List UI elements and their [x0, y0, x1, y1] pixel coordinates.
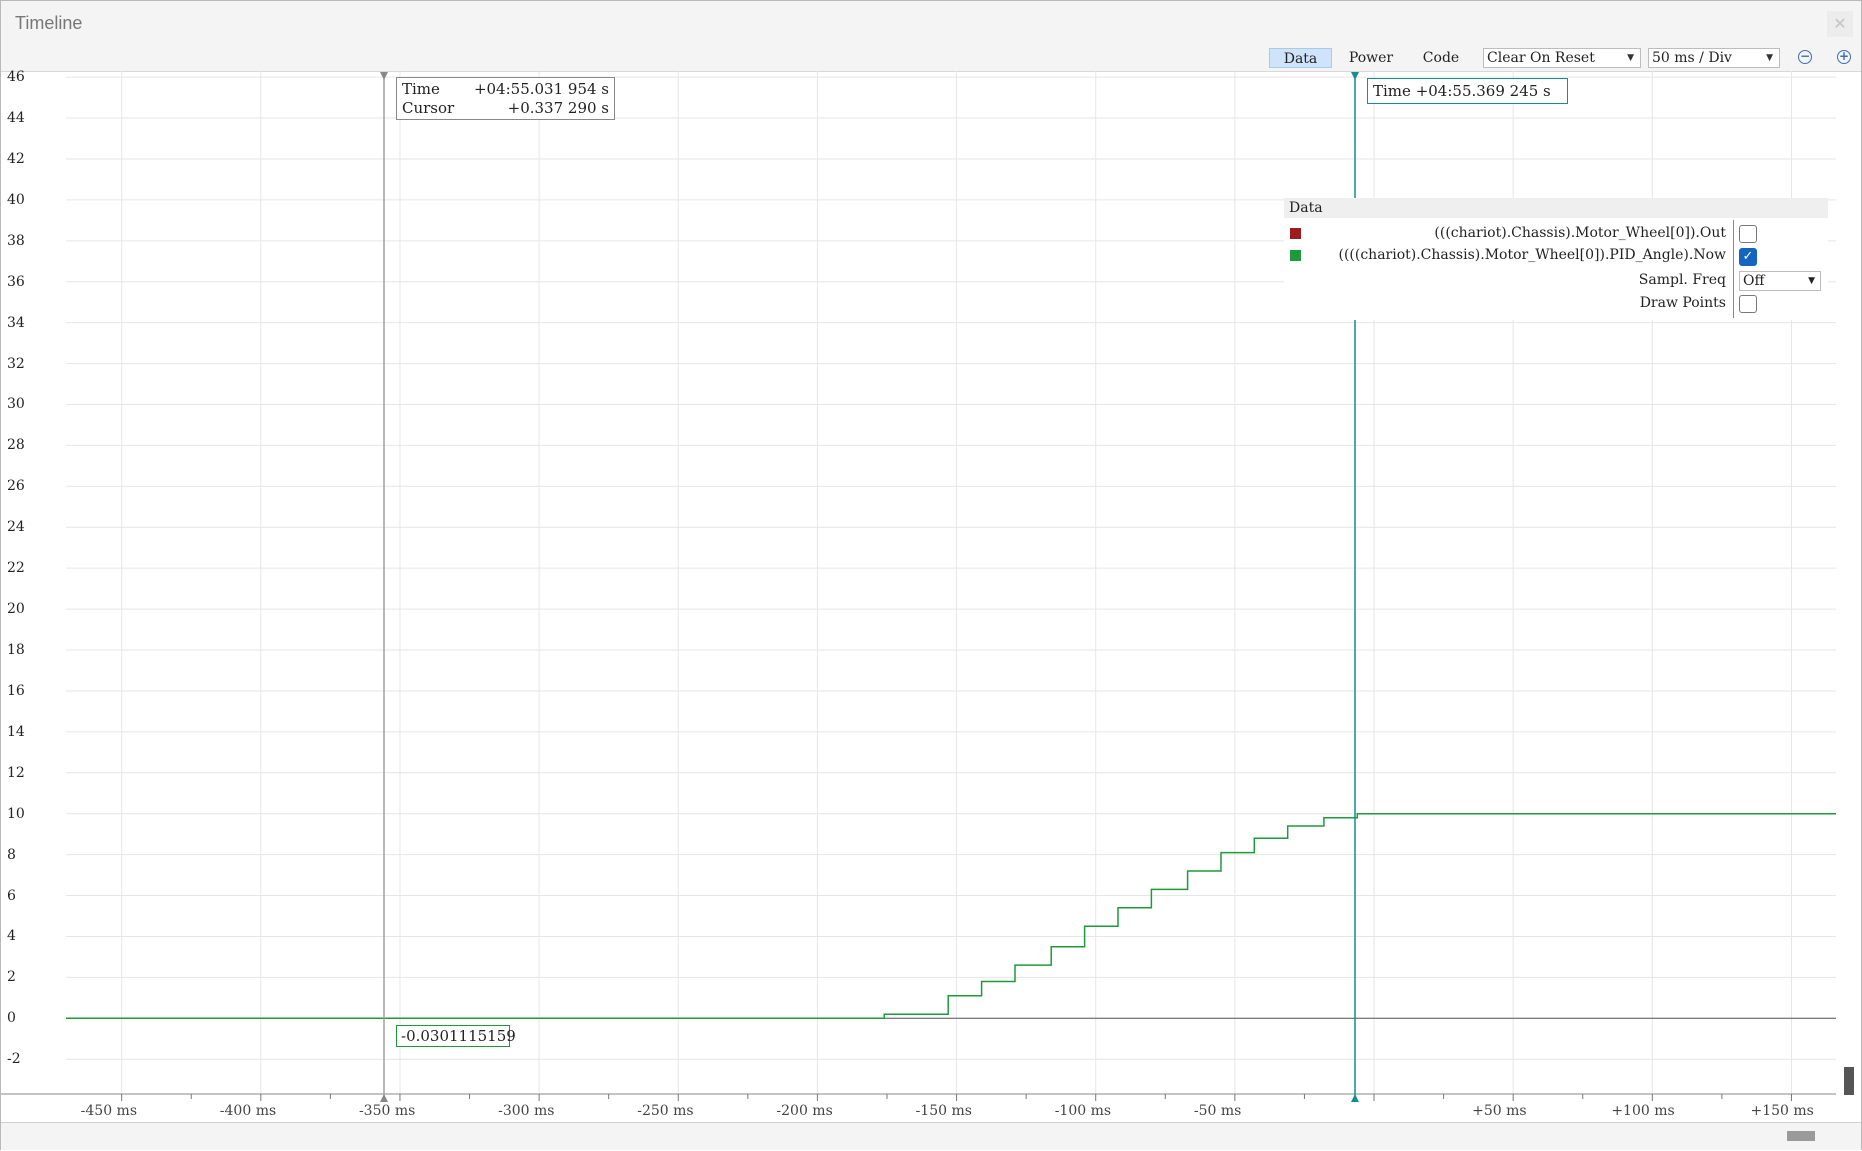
y-tick-label: 46	[7, 69, 25, 86]
y-tick-label: 4	[7, 928, 16, 945]
x-tick-label: +150 ms	[1750, 1103, 1814, 1119]
draw-points-label: Draw Points	[1639, 295, 1726, 311]
y-tick-label: 40	[7, 191, 25, 208]
vertical-scroll-thumb[interactable]	[1844, 1067, 1854, 1095]
close-icon: ✕	[1833, 14, 1847, 33]
y-tick-label: 44	[7, 110, 25, 127]
y-tick-label: 22	[7, 560, 25, 577]
x-tick-label: +50 ms	[1472, 1103, 1527, 1119]
y-tick-label: 38	[7, 232, 25, 249]
y-tick-label: 20	[7, 601, 25, 618]
horizontal-scroll-thumb[interactable]	[1787, 1131, 1815, 1141]
reset-mode-value: Clear On Reset	[1487, 50, 1595, 66]
x-tick-label: -100 ms	[1054, 1103, 1112, 1119]
cursor-left-time-value: +04:55.031 954 s	[473, 80, 609, 98]
window-title: Timeline	[15, 13, 83, 33]
y-tick-label: 30	[7, 396, 25, 413]
y-tick-label: 10	[7, 805, 25, 822]
time-scale-select[interactable]: 50 ms / Div ▼	[1648, 48, 1780, 68]
tab-code[interactable]: Code	[1422, 50, 1460, 66]
cursor-left-top-handle[interactable]	[380, 72, 388, 80]
y-tick-label: 24	[7, 519, 25, 536]
legend-title: Data	[1284, 198, 1828, 218]
cursor-value-readout: -0.0301115159	[396, 1025, 516, 1047]
zoom-out-icon[interactable]: −	[1798, 49, 1812, 64]
y-tick-label: -2	[7, 1051, 21, 1068]
reset-mode-select[interactable]: Clear On Reset ▼	[1483, 48, 1641, 68]
series-pid-angle-line	[66, 812, 1836, 1020]
cursor-right-top-handle[interactable]	[1351, 72, 1359, 80]
y-tick-label: 14	[7, 723, 25, 740]
y-tick-label: 26	[7, 478, 25, 495]
x-tick-label: -350 ms	[358, 1103, 416, 1119]
cursor-right-time-label: Time	[1373, 82, 1411, 100]
chevron-down-icon: ▼	[1627, 53, 1634, 63]
x-tick-label: -250 ms	[637, 1103, 694, 1119]
cursor-right-info: Time +04:55.369 245 s	[1367, 78, 1568, 104]
chevron-down-icon: ▼	[1808, 276, 1815, 286]
y-tick-label: 12	[7, 764, 25, 781]
draw-points-checkbox[interactable]	[1739, 295, 1757, 313]
sampl-freq-select[interactable]: Off ▼	[1739, 271, 1821, 291]
sampl-freq-label: Sampl. Freq	[1638, 272, 1726, 288]
y-tick-label: 16	[7, 682, 25, 699]
cursor-left-delta-value: +0.337 290 s	[507, 99, 609, 117]
data-legend: Data (((chariot).Chassis).Motor_Wheel[0]…	[1284, 198, 1828, 320]
cursor-right-bottom-handle[interactable]	[1351, 1094, 1359, 1102]
y-tick-label: 8	[7, 846, 16, 863]
x-tick-label: -300 ms	[498, 1103, 555, 1119]
toolbar: Data Power Code Clear On Reset ▼ 50 ms /…	[1, 45, 1861, 72]
series-out-checkbox[interactable]	[1739, 225, 1757, 243]
x-tick-label: -200 ms	[776, 1103, 833, 1119]
horizontal-scrollbar[interactable]	[1, 1122, 1861, 1150]
legend-divider	[1733, 220, 1734, 318]
x-tick-label: -400 ms	[219, 1103, 277, 1119]
cursor-left-bottom-handle[interactable]	[380, 1094, 388, 1102]
cursor-left-info: Time +04:55.031 954 s Cursor +0.337 290 …	[396, 77, 615, 120]
y-tick-label: 6	[7, 887, 16, 904]
x-tick-label: -50 ms	[1193, 1103, 1242, 1119]
series-pid-angle-swatch	[1290, 250, 1301, 261]
tab-data[interactable]: Data	[1269, 48, 1332, 68]
y-tick-label: 28	[7, 437, 25, 454]
x-tick-label: +100 ms	[1611, 1103, 1675, 1119]
y-tick-label: 34	[7, 314, 25, 331]
sampl-freq-value: Off	[1743, 273, 1765, 289]
series-pid-angle-checkbox[interactable]: ✓	[1739, 248, 1757, 266]
x-tick-label: -450 ms	[80, 1103, 138, 1119]
tab-power[interactable]: Power	[1348, 50, 1394, 66]
y-tick-label: 2	[7, 969, 16, 986]
series-pid-angle-label: ((((chariot).Chassis).Motor_Wheel[0]).PI…	[1338, 247, 1726, 263]
zoom-in-icon[interactable]: +	[1837, 49, 1851, 64]
chevron-down-icon: ▼	[1766, 53, 1773, 63]
series-out-swatch	[1290, 228, 1301, 239]
title-bar: Timeline ✕	[1, 1, 1861, 46]
y-tick-label: 36	[7, 273, 25, 290]
close-button[interactable]: ✕	[1827, 11, 1853, 37]
cursor-right-time-value: +04:55.369 245 s	[1415, 82, 1551, 100]
y-tick-label: 18	[7, 642, 25, 659]
x-tick-label: -150 ms	[915, 1103, 972, 1119]
y-tick-label: 32	[7, 355, 25, 372]
cursor-left-delta-label: Cursor	[402, 99, 455, 117]
series-out-label: (((chariot).Chassis).Motor_Wheel[0]).Out	[1434, 225, 1726, 241]
check-icon: ✓	[1742, 249, 1754, 264]
y-tick-label: 42	[7, 150, 25, 167]
time-scale-value: 50 ms / Div	[1652, 50, 1732, 66]
y-tick-label: 0	[7, 1010, 16, 1027]
cursor-left-time-label: Time	[402, 80, 440, 98]
